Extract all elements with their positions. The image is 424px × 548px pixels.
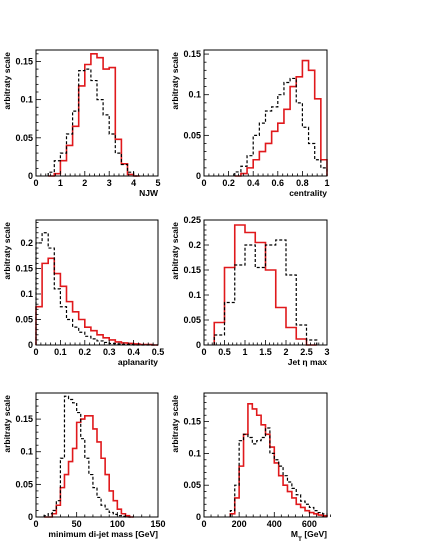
x-tick-label: 0.8 xyxy=(296,178,309,188)
y-tick-label: 0.05 xyxy=(15,133,33,143)
histogram-series-2-dashed xyxy=(213,239,318,345)
x-tick-label: 1.5 xyxy=(259,347,272,357)
x-tick-label: 0.2 xyxy=(79,347,92,357)
x-tick-label: 0 xyxy=(33,519,38,529)
histogram-series-1-red xyxy=(229,403,328,517)
chart-panel-3: 0 0.1 0.2 0.3 0.4 0.5 0 0.05 0.1 0.15 0.2 arbitraty… xyxy=(2,219,165,367)
y-tick-label: 0.1 xyxy=(188,448,201,458)
chart-panel-4: 0 0.5 1 1.5 2 2.5 3 0 0.05 0.1 0.15 0.2 0.25arbitrat… xyxy=(170,215,330,367)
plot-frame xyxy=(35,49,159,177)
x-tick-label: 0.3 xyxy=(103,347,116,357)
x-tick-label: 0 xyxy=(201,347,206,357)
x-tick-label: 4 xyxy=(131,178,136,188)
histogram-series-2-dashed xyxy=(43,395,134,518)
y-tick-label: 0.15 xyxy=(183,417,201,427)
histogram-series-2-dashed xyxy=(35,232,158,346)
y-tick-label: 0.05 xyxy=(183,130,201,140)
histogram-series-1-red xyxy=(234,59,328,177)
x-tick-label: 1 xyxy=(58,178,63,188)
histogram-series-1-red xyxy=(48,53,140,177)
y-tick-label: 0 xyxy=(196,512,201,522)
x-tick-label: 0 xyxy=(33,178,38,188)
plot-frame xyxy=(35,392,159,518)
x-axis-label: centrality xyxy=(289,188,327,198)
y-tick-label: 0.2 xyxy=(20,238,33,248)
y-tick-label: 0 xyxy=(28,512,33,522)
x-tick-label: 0 xyxy=(201,519,206,529)
plot-frame xyxy=(203,392,328,518)
y-tick-label: 0.1 xyxy=(20,447,33,457)
y-tick-label: 0.15 xyxy=(183,265,201,275)
x-tick-label: 2.5 xyxy=(300,347,313,357)
y-tick-label: 0.05 xyxy=(15,314,33,324)
x-tick-label: 100 xyxy=(110,519,125,529)
x-tick-label: 150 xyxy=(150,519,165,529)
y-axis-label: arbitraty scale xyxy=(2,222,12,280)
y-tick-label: 0.15 xyxy=(15,263,33,273)
y-tick-label: 0 xyxy=(196,340,201,350)
x-tick-label: 0.4 xyxy=(247,178,260,188)
histogram-series-2-dashed xyxy=(234,77,328,176)
x-tick-label: 200 xyxy=(232,519,247,529)
plot-frame xyxy=(203,219,328,346)
x-tick-label: 0.1 xyxy=(54,347,67,357)
y-tick-label: 0.1 xyxy=(188,90,201,100)
y-axis-label: arbitraty scale xyxy=(170,222,180,280)
x-tick-label: 2 xyxy=(82,178,87,188)
x-tick-label: 3 xyxy=(324,347,329,357)
y-axis-label: arbitraty scale xyxy=(2,395,12,453)
y-tick-label: 0 xyxy=(28,340,33,350)
x-tick-label: 0.5 xyxy=(152,347,165,357)
y-tick-label: 0.15 xyxy=(15,414,33,424)
x-tick-label: 400 xyxy=(267,519,282,529)
x-axis-label: aplanarity xyxy=(118,357,158,367)
plot-frame xyxy=(203,49,328,177)
y-axis-label: arbitraty scale xyxy=(170,395,180,453)
x-tick-label: 2 xyxy=(283,347,288,357)
y-tick-label: 0.05 xyxy=(183,480,201,490)
y-tick-label: 0.1 xyxy=(20,289,33,299)
y-tick-label: 0.05 xyxy=(183,315,201,325)
y-tick-label: 0.1 xyxy=(188,290,201,300)
y-tick-label: 0.15 xyxy=(15,56,33,66)
x-tick-label: 0.4 xyxy=(127,347,140,357)
y-tick-label: 0.05 xyxy=(15,479,33,489)
y-tick-label: 0 xyxy=(28,171,33,181)
x-axis-label: NJW xyxy=(139,188,159,198)
plot-frame xyxy=(35,219,159,346)
x-tick-label: 3 xyxy=(107,178,112,188)
x-tick-label: 0 xyxy=(33,347,38,357)
x-tick-label: 0 xyxy=(201,178,206,188)
x-tick-label: 0.5 xyxy=(218,347,231,357)
x-tick-label: 0.2 xyxy=(222,178,235,188)
x-axis-label: Jet η max xyxy=(288,357,327,367)
y-axis-label: arbitraty scale xyxy=(170,52,180,110)
x-tick-label: 1 xyxy=(242,347,247,357)
histogram-series-1-red xyxy=(35,257,158,346)
x-tick-label: 50 xyxy=(72,519,82,529)
histogram-series-1-red xyxy=(213,224,317,346)
x-tick-label: 5 xyxy=(155,178,160,188)
y-tick-label: 0 xyxy=(196,171,201,181)
y-tick-label: 0.2 xyxy=(188,240,201,250)
x-axis-label: minimum di-jet mass [GeV] xyxy=(48,529,158,539)
y-tick-label: 0.15 xyxy=(183,49,201,59)
y-axis-label: arbitraty scale xyxy=(2,52,12,110)
y-tick-label: 0.1 xyxy=(20,95,33,105)
histogram-series-2-dashed xyxy=(229,427,328,517)
x-tick-label: 600 xyxy=(302,519,317,529)
histogram-series-2-dashed xyxy=(47,68,140,177)
x-tick-label: 0.6 xyxy=(272,178,285,188)
x-axis-label: MT [GeV] xyxy=(291,529,327,543)
y-tick-label: 0.25 xyxy=(183,215,201,225)
x-tick-label: 1 xyxy=(324,178,329,188)
